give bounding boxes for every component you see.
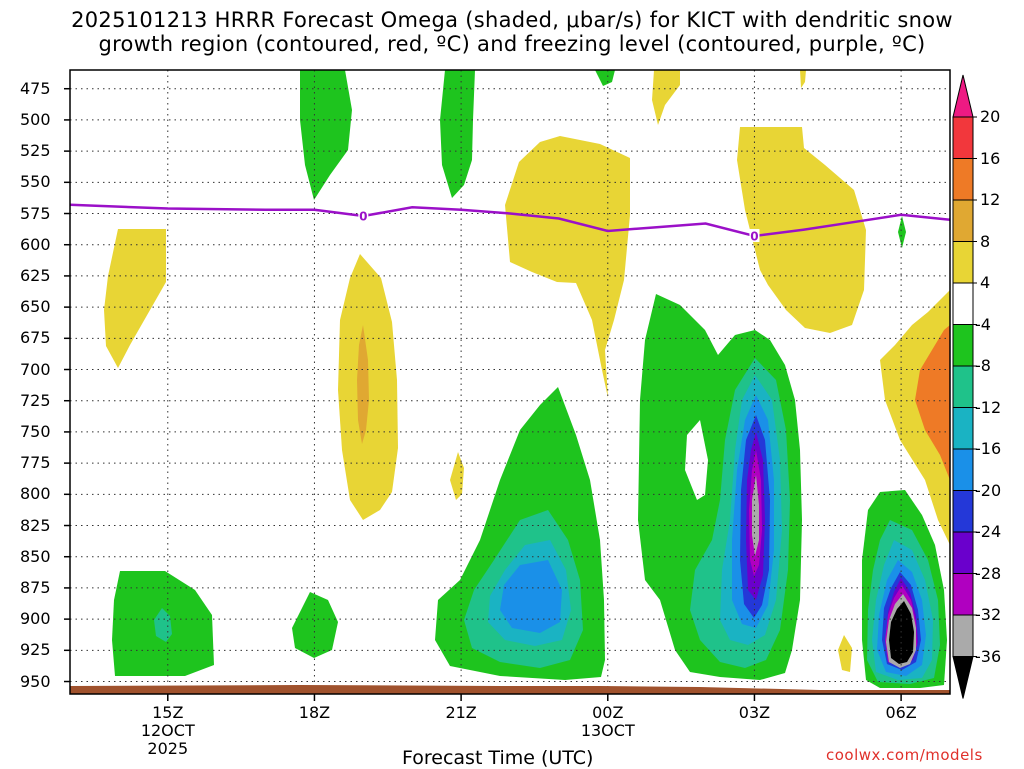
- y-tick-label: 750: [20, 421, 51, 441]
- colorbar-label: -8: [975, 356, 991, 375]
- x-tick-label: 00Z: [592, 703, 624, 722]
- y-tick-label: 500: [20, 109, 51, 129]
- colorbar-label: -4: [975, 314, 991, 334]
- x-tick-label: 06Z: [885, 703, 917, 722]
- colorbar-label: 8: [980, 231, 991, 251]
- positive-omega-small-2: [838, 635, 852, 672]
- positive-omega-upper-2: [800, 70, 806, 88]
- y-tick-label: 475: [20, 78, 51, 98]
- colorbar-label: 12: [980, 190, 1001, 209]
- negative-omega-2030z-upper: [440, 70, 475, 198]
- freezing-level-label: 0: [359, 210, 367, 224]
- x-tick-sublabel: 12OCT: [140, 721, 195, 740]
- colorbar-swatch: [952, 531, 974, 574]
- colorbar-swatch: [952, 199, 974, 242]
- negative-omega-18z-lower: [292, 592, 338, 658]
- y-tick-label: 900: [20, 609, 51, 629]
- y-tick-label: 700: [20, 359, 51, 379]
- y-tick-label: 825: [20, 515, 51, 535]
- y-tick-label: 925: [20, 640, 51, 660]
- freezing-level-contour: 00: [69, 203, 951, 243]
- freezing-level-line: [69, 203, 951, 238]
- x-axis-title: Forecast Time (UTC): [402, 747, 594, 769]
- colorbar-label: -28: [975, 563, 1002, 583]
- gridlines: [70, 70, 950, 694]
- positive-omega-small-1: [450, 452, 464, 500]
- colorbar-swatch: [952, 490, 974, 533]
- colorbar-label: 20: [980, 107, 1001, 126]
- colorbar-swatch: [952, 365, 974, 408]
- colorbar-swatch: [952, 448, 974, 491]
- positive-omega-00z: [505, 136, 630, 398]
- colorbar-swatch: [952, 573, 974, 616]
- freezing-level-label-bg: [358, 209, 369, 223]
- colorbar: [952, 74, 977, 699]
- y-tick-label: 525: [20, 141, 51, 161]
- colorbar-swatch: [952, 282, 974, 325]
- freezing-level-label-bg: [749, 228, 760, 242]
- negative-omega-21z-blue: [500, 560, 562, 633]
- x-tick-label: 03Z: [738, 703, 771, 722]
- x-tick-sublabel: 13OCT: [580, 721, 635, 740]
- chart-title-line-2: growth region (contoured, red, ºC) and f…: [98, 32, 926, 56]
- y-tick-label: 775: [20, 453, 51, 473]
- colorbar-label: -12: [975, 397, 1002, 417]
- plot-frame: [69, 69, 951, 695]
- plot-area: 00: [69, 69, 951, 695]
- positive-omega-06z-orange: [915, 325, 950, 480]
- positive-omega-upper-1: [652, 70, 680, 125]
- credit-text: coolwx.com/models: [826, 746, 983, 764]
- colorbar-swatch: [952, 74, 974, 118]
- negative-omega-18z-upper: [300, 70, 352, 200]
- chart-title-line-1: 2025101213 HRRR Forecast Omega (shaded, …: [71, 8, 953, 32]
- negative-omega-03z-hole: [685, 420, 708, 500]
- colorbar-label: -20: [975, 480, 1002, 500]
- y-tick-label: 600: [20, 234, 51, 254]
- y-tick-label: 875: [20, 577, 51, 597]
- colorbar-label: -32: [975, 605, 1002, 624]
- negative-omega-00z-upper: [595, 70, 615, 86]
- colorbar-swatch: [952, 407, 974, 450]
- positive-omega-shading: [104, 70, 950, 672]
- colorbar-swatch: [952, 116, 974, 159]
- y-tick-label: 725: [20, 390, 51, 410]
- y-tick-label: 550: [20, 172, 51, 192]
- positive-omega-15z: [104, 229, 166, 368]
- y-tick-label: 575: [20, 203, 51, 223]
- y-tick-label: 950: [20, 671, 51, 691]
- x-tick-label: 21Z: [445, 703, 477, 722]
- colorbar-swatch: [952, 656, 974, 699]
- x-tick-label: 18Z: [298, 703, 331, 722]
- freezing-level-label: 0: [750, 229, 758, 243]
- y-tick-label: 650: [20, 297, 51, 317]
- y-tick-label: 850: [20, 546, 51, 566]
- colorbar-label: -36: [975, 646, 1002, 666]
- negative-omega-03z-gray: [752, 475, 759, 556]
- colorbar-swatch: [952, 241, 974, 284]
- colorbar-label: 16: [980, 148, 1001, 168]
- y-tick-label: 625: [20, 265, 51, 285]
- terrain-strip: [70, 685, 950, 694]
- x-tick-sublabel: 2025: [147, 739, 189, 758]
- colorbar-label: 4: [980, 273, 991, 292]
- x-tick-label: 15Z: [152, 703, 184, 722]
- colorbar-swatch: [952, 614, 974, 657]
- negative-omega-15z-core: [154, 608, 172, 642]
- colorbar-label: -24: [975, 522, 1002, 541]
- y-axis-ticks: [64, 87, 70, 683]
- x-axis-ticks: [167, 694, 902, 701]
- negative-omega-06z-speck: [898, 216, 906, 248]
- y-tick-label: 675: [20, 328, 51, 348]
- y-tick-label: 800: [20, 484, 51, 504]
- colorbar-swatch: [952, 324, 974, 367]
- negative-omega-shading: [112, 70, 947, 688]
- colorbar-swatch: [952, 158, 974, 201]
- colorbar-label: -16: [975, 439, 1002, 458]
- positive-omega-19z-core: [357, 325, 369, 444]
